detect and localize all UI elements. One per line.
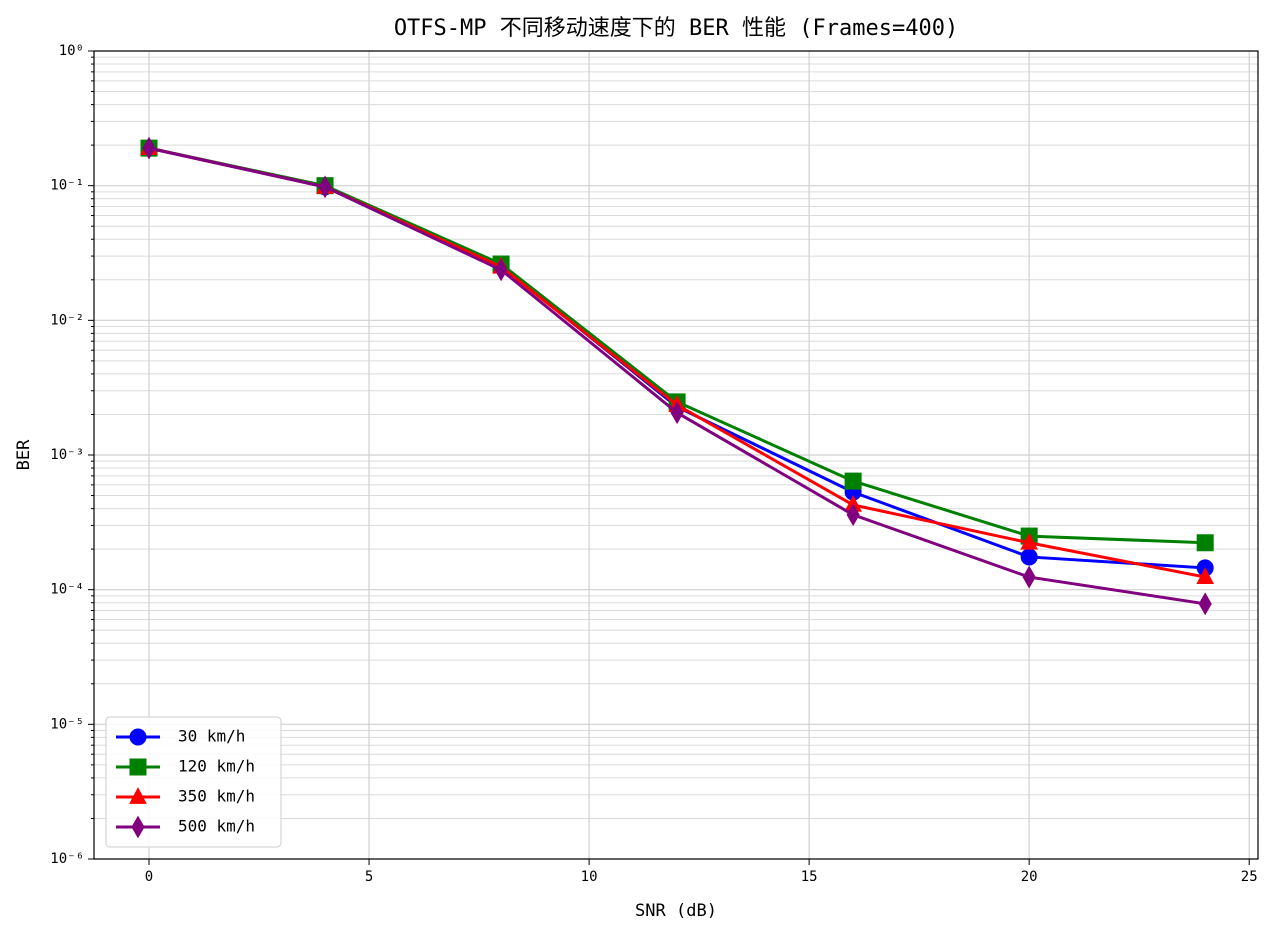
marker — [494, 258, 508, 282]
marker — [129, 758, 147, 776]
y-tick-label: 10⁻¹ — [50, 178, 84, 194]
plot-frame — [93, 50, 1259, 860]
marker — [846, 503, 860, 527]
chart-title: OTFS-MP 不同移动速度下的 BER 性能 (Frames=400) — [394, 16, 958, 41]
marker — [1022, 565, 1036, 589]
series — [140, 139, 1214, 577]
marker — [131, 815, 145, 839]
legend-label: 500 km/h — [178, 817, 255, 836]
legend: 30 km/h 120 km/h 350 km/h 500 km/h — [105, 716, 282, 848]
y-tick-label: 10⁰ — [59, 43, 84, 59]
marker — [318, 175, 332, 199]
x-axis-label: SNR (dB) — [635, 901, 717, 921]
grid — [94, 50, 1258, 860]
x-tick-label: 5 — [365, 869, 373, 885]
legend-box — [105, 716, 282, 848]
marker — [1020, 548, 1038, 566]
marker — [670, 401, 684, 425]
marker — [1020, 532, 1038, 550]
marker — [1198, 592, 1212, 616]
x-tick-label: 0 — [145, 869, 153, 885]
series — [140, 139, 1214, 552]
x-tick-label: 15 — [801, 869, 818, 885]
x-tick-label: 20 — [1021, 869, 1038, 885]
marker — [129, 728, 147, 746]
series-line — [148, 146, 1206, 545]
y-tick-label: 10⁻⁵ — [50, 716, 84, 732]
y-tick-label: 10⁻³ — [50, 447, 84, 463]
marker — [1196, 534, 1214, 552]
y-tick-label: 10⁻⁶ — [50, 851, 84, 867]
x-tick-label: 10 — [581, 869, 598, 885]
series — [142, 136, 1212, 616]
legend-label: 30 km/h — [178, 727, 245, 746]
marker — [1196, 567, 1215, 584]
marker — [129, 787, 147, 804]
y-tick-label: 10⁻² — [50, 312, 84, 328]
series-line — [148, 146, 1206, 570]
marker — [844, 472, 862, 490]
x-tick-label: 25 — [1241, 869, 1258, 885]
y-axis-label: BER — [14, 439, 34, 470]
legend-label: 350 km/h — [178, 787, 255, 806]
series — [140, 138, 1215, 584]
series-line — [148, 146, 1206, 579]
marker — [142, 136, 156, 160]
y-tick-label: 10⁻⁴ — [50, 582, 84, 598]
legend-label: 120 km/h — [178, 757, 255, 776]
